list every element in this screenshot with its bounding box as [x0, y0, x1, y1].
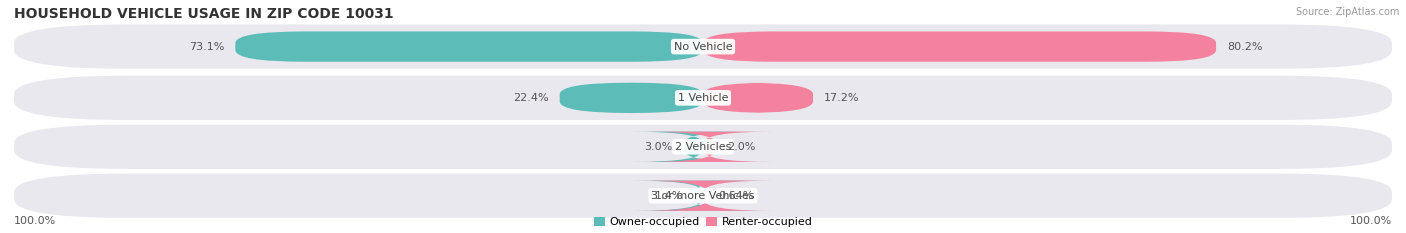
FancyBboxPatch shape	[633, 181, 765, 211]
FancyBboxPatch shape	[703, 83, 813, 113]
FancyBboxPatch shape	[14, 76, 1392, 120]
FancyBboxPatch shape	[14, 24, 1392, 69]
Text: 17.2%: 17.2%	[824, 93, 860, 103]
Legend: Owner-occupied, Renter-occupied: Owner-occupied, Renter-occupied	[593, 217, 813, 227]
FancyBboxPatch shape	[633, 132, 754, 162]
Text: No Vehicle: No Vehicle	[673, 42, 733, 51]
FancyBboxPatch shape	[235, 31, 703, 62]
Text: 73.1%: 73.1%	[188, 42, 224, 51]
Text: Source: ZipAtlas.com: Source: ZipAtlas.com	[1295, 7, 1399, 17]
FancyBboxPatch shape	[645, 132, 773, 162]
Text: HOUSEHOLD VEHICLE USAGE IN ZIP CODE 10031: HOUSEHOLD VEHICLE USAGE IN ZIP CODE 1003…	[14, 7, 394, 21]
Text: 2 Vehicles: 2 Vehicles	[675, 142, 731, 152]
Text: 80.2%: 80.2%	[1227, 42, 1263, 51]
Text: 1.4%: 1.4%	[654, 191, 683, 201]
Text: 100.0%: 100.0%	[1350, 216, 1392, 226]
FancyBboxPatch shape	[637, 181, 773, 211]
Text: 2.0%: 2.0%	[727, 142, 755, 152]
Text: 1 Vehicle: 1 Vehicle	[678, 93, 728, 103]
Text: 0.64%: 0.64%	[718, 191, 754, 201]
Text: 3.0%: 3.0%	[644, 142, 672, 152]
FancyBboxPatch shape	[560, 83, 703, 113]
Text: 22.4%: 22.4%	[513, 93, 548, 103]
FancyBboxPatch shape	[14, 174, 1392, 218]
Text: 3 or more Vehicles: 3 or more Vehicles	[651, 191, 755, 201]
FancyBboxPatch shape	[14, 125, 1392, 169]
FancyBboxPatch shape	[703, 31, 1216, 62]
Text: 100.0%: 100.0%	[14, 216, 56, 226]
